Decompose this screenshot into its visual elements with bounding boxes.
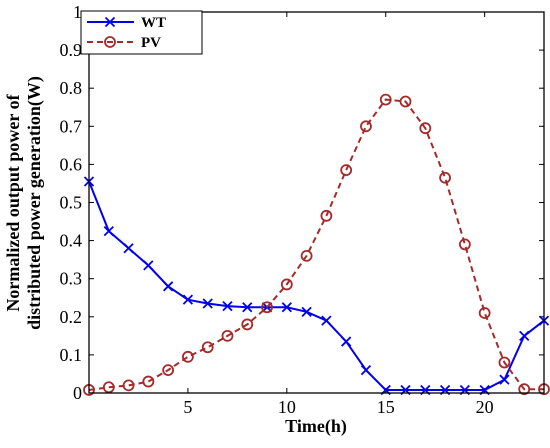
y-tick-label: 0.9 [60, 40, 83, 60]
series-wt-point [242, 302, 253, 313]
x-tick-label: 20 [476, 397, 494, 417]
legend-marker-pv [104, 36, 116, 48]
series-wt-point [281, 302, 292, 313]
x-tick-label: 10 [278, 397, 296, 417]
series-pv-point [379, 93, 392, 106]
series-pv-point [122, 379, 135, 392]
legend-entries: WT PV [87, 15, 166, 51]
series-pv-point [300, 249, 313, 262]
series-pv-point [419, 122, 432, 135]
plot-series [83, 93, 550, 396]
plot-frame [88, 11, 545, 394]
series-pv-point [340, 164, 353, 177]
series-wt-point [123, 243, 134, 254]
legend-label-pv: PV [141, 35, 161, 51]
y-tick-label: 1 [73, 2, 82, 22]
series-pv-point [221, 329, 234, 342]
y-tick-label: 0.8 [60, 78, 83, 98]
series-pv-point [439, 171, 451, 184]
y-tick-label: 0.2 [60, 307, 83, 327]
y-tick-label: 0.6 [60, 154, 83, 174]
series-pv-point [241, 318, 254, 331]
series-wt-point [182, 294, 194, 305]
x-tick-label: 15 [377, 397, 395, 417]
series-wt-line [88, 181, 545, 391]
series-wt-point [301, 306, 312, 317]
series-pv-point [399, 95, 412, 108]
x-tick-label: 5 [183, 397, 192, 417]
legend-marker-wt [104, 16, 116, 28]
series-pv-point [498, 356, 511, 369]
series-pv-point [360, 120, 372, 133]
y-tick-label: 0.4 [60, 231, 83, 251]
y-tick-label: 0.7 [60, 116, 83, 136]
series-pv-point [478, 307, 491, 319]
legend-entry-pv: PV [87, 35, 161, 51]
series-pv-line [88, 98, 544, 391]
y-tick-label: 0.5 [60, 193, 83, 213]
series-wt-point [321, 315, 332, 326]
legend: WT PV [80, 10, 203, 55]
series-wt [83, 176, 550, 396]
series-wt-point [162, 281, 174, 292]
series-pv-point [518, 383, 531, 396]
y-axis-label-line-2: distributed power generation(W) [24, 76, 45, 330]
series-wt-point [222, 300, 233, 312]
y-axis-label-line-1: Normalized output power of [3, 93, 23, 311]
y-tick-label: 0 [73, 383, 82, 403]
axis-ticks: 00.10.20.30.40.50.60.70.80.915 10 15 20 [60, 2, 544, 417]
series-wt-point [519, 330, 530, 341]
series-pv-point [201, 341, 214, 354]
series-pv-point [458, 238, 471, 251]
legend-entry-wt: WT [87, 15, 166, 31]
series-pv-point [162, 364, 175, 377]
series-pv-point [142, 375, 155, 388]
series-wt-point [143, 260, 154, 271]
y-tick-label: 0.1 [60, 345, 83, 365]
x-axis-label: Time(h) [285, 416, 347, 437]
legend-box [80, 10, 203, 55]
series-wt-point [341, 336, 352, 347]
series-pv-point [182, 350, 194, 363]
series-wt-point [360, 365, 372, 376]
legend-label-wt: WT [141, 15, 166, 31]
series-pv-point [261, 301, 273, 314]
series-wt-point [202, 298, 213, 309]
y-tick-label: 0.3 [60, 269, 83, 289]
series-pv [83, 93, 550, 396]
series-wt-point [103, 225, 114, 237]
series-wt-point [499, 374, 510, 385]
series-pv-point [280, 278, 293, 291]
series-pv-point [320, 209, 333, 222]
series-pv-point [102, 381, 115, 394]
